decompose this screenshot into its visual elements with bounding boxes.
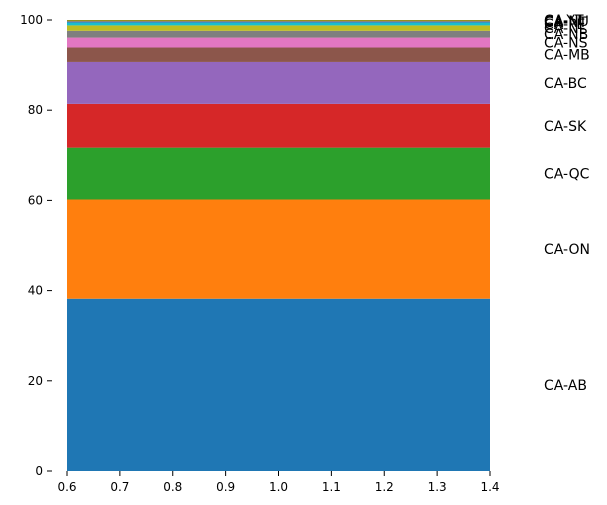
segment-label-ca-sk: CA-SK [544, 119, 587, 135]
y-tick-label: 80 [28, 103, 43, 117]
bar-segments [67, 20, 490, 471]
bar-segment-ca-ab [67, 298, 490, 471]
segment-label-ca-nb: CA-NB [544, 27, 588, 43]
x-tick-label: 0.6 [57, 480, 76, 494]
segment-label-ca-ab: CA-AB [544, 378, 587, 394]
x-tick-label: 0.8 [163, 480, 182, 494]
bar-segment-ca-yt [67, 20, 490, 21]
bar-segment-ca-sk [67, 103, 490, 148]
segment-label-ca-qc: CA-QC [544, 167, 590, 183]
x-tick-label: 1.1 [322, 480, 341, 494]
segment-labels: CA-AB CA-ON CA-QC CA-SK CA-BC CA-MBCA-NSCA-NB… [544, 13, 590, 394]
bar-segment-ca-on [67, 199, 490, 299]
y-tick-label: 20 [28, 374, 43, 388]
y-tick-label: 100 [20, 13, 43, 27]
bar-segment-ca-nb [67, 30, 490, 38]
y-tick-label: 40 [28, 284, 43, 298]
y-axis: 0 20 40 60 80 100 [20, 13, 52, 478]
segment-label-ca-nu: CA-NU [544, 14, 589, 30]
x-tick-label: 1.3 [428, 480, 447, 494]
bar-segment-ca-nt [67, 21, 490, 23]
x-tick-label: 0.7 [110, 480, 129, 494]
bar-segment-ca-nl [67, 25, 490, 31]
bar-segment-ca-qc [67, 147, 490, 200]
bar-segment-ca-ns [67, 37, 490, 48]
segment-label-ca-pe: CA-PE [544, 17, 585, 33]
x-tick-label: 1.0 [269, 480, 288, 494]
segment-label-ca-ns: CA-NS [544, 36, 588, 52]
x-tick-label: 1.4 [480, 480, 499, 494]
segment-label-ca-on: CA-ON [544, 242, 590, 258]
x-tick-label: 1.2 [375, 480, 394, 494]
bar-segment-ca-nu [67, 20, 490, 22]
bar-segment-ca-bc [67, 61, 490, 104]
y-tick-label: 60 [28, 193, 43, 207]
bar-segment-ca-pe [67, 22, 490, 26]
segment-label-ca-yt: CA-YT [544, 13, 584, 29]
y-tick-label: 0 [35, 464, 43, 478]
x-axis: 0.6 0.7 0.8 0.9 1.0 1.1 1.2 1.3 1.4 [57, 471, 500, 494]
segment-label-ca-nt: CA-NT [544, 15, 588, 31]
bar-segment-ca-mb [67, 47, 490, 62]
x-tick-label: 0.9 [216, 480, 235, 494]
segment-label-ca-bc: CA-BC [544, 76, 587, 92]
segment-label-ca-nl: CA-NL [544, 21, 587, 37]
segment-label-ca-mb: CA-MB [544, 48, 590, 64]
